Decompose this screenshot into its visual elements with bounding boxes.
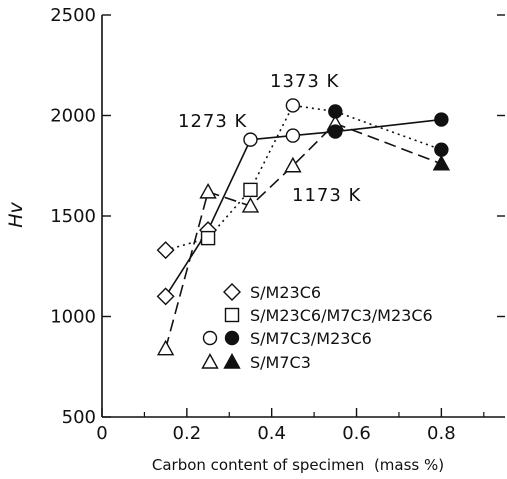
x-tick-label: 0.2 xyxy=(173,423,202,444)
legend-label: S/M23C6/M7C3/M23C6 xyxy=(250,306,433,325)
data-point xyxy=(156,241,175,260)
y-tick-label: 2000 xyxy=(50,106,96,127)
data-point xyxy=(432,154,451,171)
y-tick-label: 2500 xyxy=(50,5,96,26)
legend-marker xyxy=(224,330,240,346)
data-point xyxy=(200,230,216,246)
legend-label: S/M7C3/M23C6 xyxy=(250,329,372,348)
data-point xyxy=(285,128,301,143)
data-point xyxy=(434,112,449,127)
y-tick-label: 500 xyxy=(62,407,96,428)
data-point xyxy=(243,182,258,198)
axes: 500 1000 1500 2000 2500 0 0.2 0.4 0.6 0.8 xyxy=(50,5,505,444)
legend-label: S/M23C6 xyxy=(250,283,321,302)
data-point xyxy=(243,132,258,147)
legend: S/M23C6 S/M23C6/M7C3/M23C6 S/M7C3/M23C6 S/M… xyxy=(201,283,433,372)
y-tick-label: 1500 xyxy=(50,206,96,227)
data-point xyxy=(434,142,449,157)
data-point xyxy=(156,339,175,356)
annotation-1173k: 1173 K xyxy=(292,185,362,206)
series-annotations: 1373 K 1273 K 1173 K xyxy=(178,71,362,206)
x-tick-label: 0.4 xyxy=(257,423,286,444)
data-point xyxy=(156,287,175,306)
legend-label: S/M7C3 xyxy=(250,353,311,372)
y-tick-label: 1000 xyxy=(50,307,96,328)
data-point xyxy=(199,182,217,199)
legend-marker xyxy=(223,283,241,301)
series-line-1273k xyxy=(164,118,442,297)
x-tick-label: 0.6 xyxy=(342,423,371,444)
legend-marker xyxy=(224,307,240,323)
data-point xyxy=(328,104,343,119)
legend-marker xyxy=(223,353,241,369)
y-axis-title: Hv xyxy=(5,201,27,227)
x-tick-label: 0 xyxy=(96,423,107,444)
legend-marker xyxy=(201,353,219,369)
annotation-1273k: 1273 K xyxy=(178,111,248,132)
data-point xyxy=(284,156,302,173)
data-point xyxy=(285,98,301,113)
data-markers xyxy=(156,98,451,356)
annotation-1373k: 1373 K xyxy=(270,71,340,92)
legend-marker xyxy=(202,330,218,346)
data-point xyxy=(241,197,260,213)
data-point xyxy=(328,124,343,139)
x-axis-title: Carbon content of specimen (mass %) xyxy=(152,456,444,474)
x-tick-label: 0.8 xyxy=(427,423,456,444)
